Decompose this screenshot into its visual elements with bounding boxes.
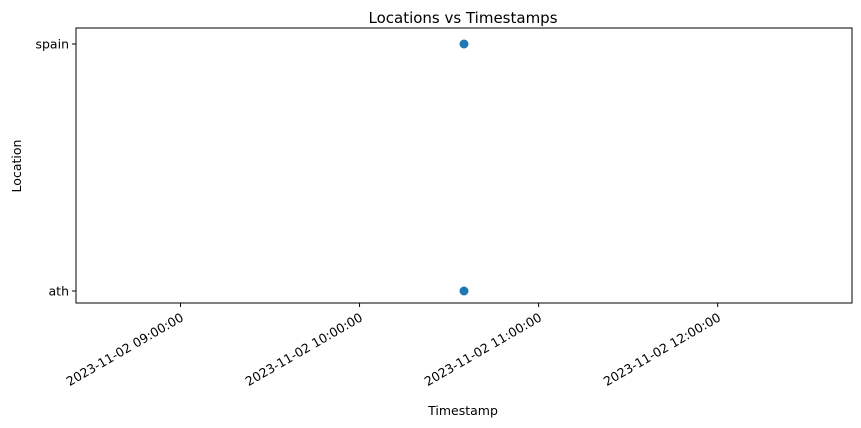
y-tick-label-ath: ath (49, 284, 69, 299)
data-point-ath (459, 286, 469, 296)
y-axis: ath spain (35, 37, 76, 299)
chart-title: Locations vs Timestamps (368, 9, 557, 27)
plot-area (75, 27, 853, 304)
y-tick-label-spain: spain (35, 37, 69, 52)
x-tick-label-0: 2023-11-02 09:00:00 (63, 310, 186, 389)
data-points (459, 39, 469, 296)
x-axis-label: Timestamp (427, 403, 498, 418)
x-tick-label-1: 2023-11-02 10:00:00 (243, 310, 366, 389)
data-point-spain (459, 39, 469, 49)
x-axis: 2023-11-02 09:00:00 2023-11-02 10:00:00 20… (63, 303, 723, 389)
y-axis-label: Location (9, 140, 24, 193)
x-tick-label-3: 2023-11-02 12:00:00 (601, 310, 724, 389)
x-tick-label-2: 2023-11-02 11:00:00 (422, 310, 545, 389)
